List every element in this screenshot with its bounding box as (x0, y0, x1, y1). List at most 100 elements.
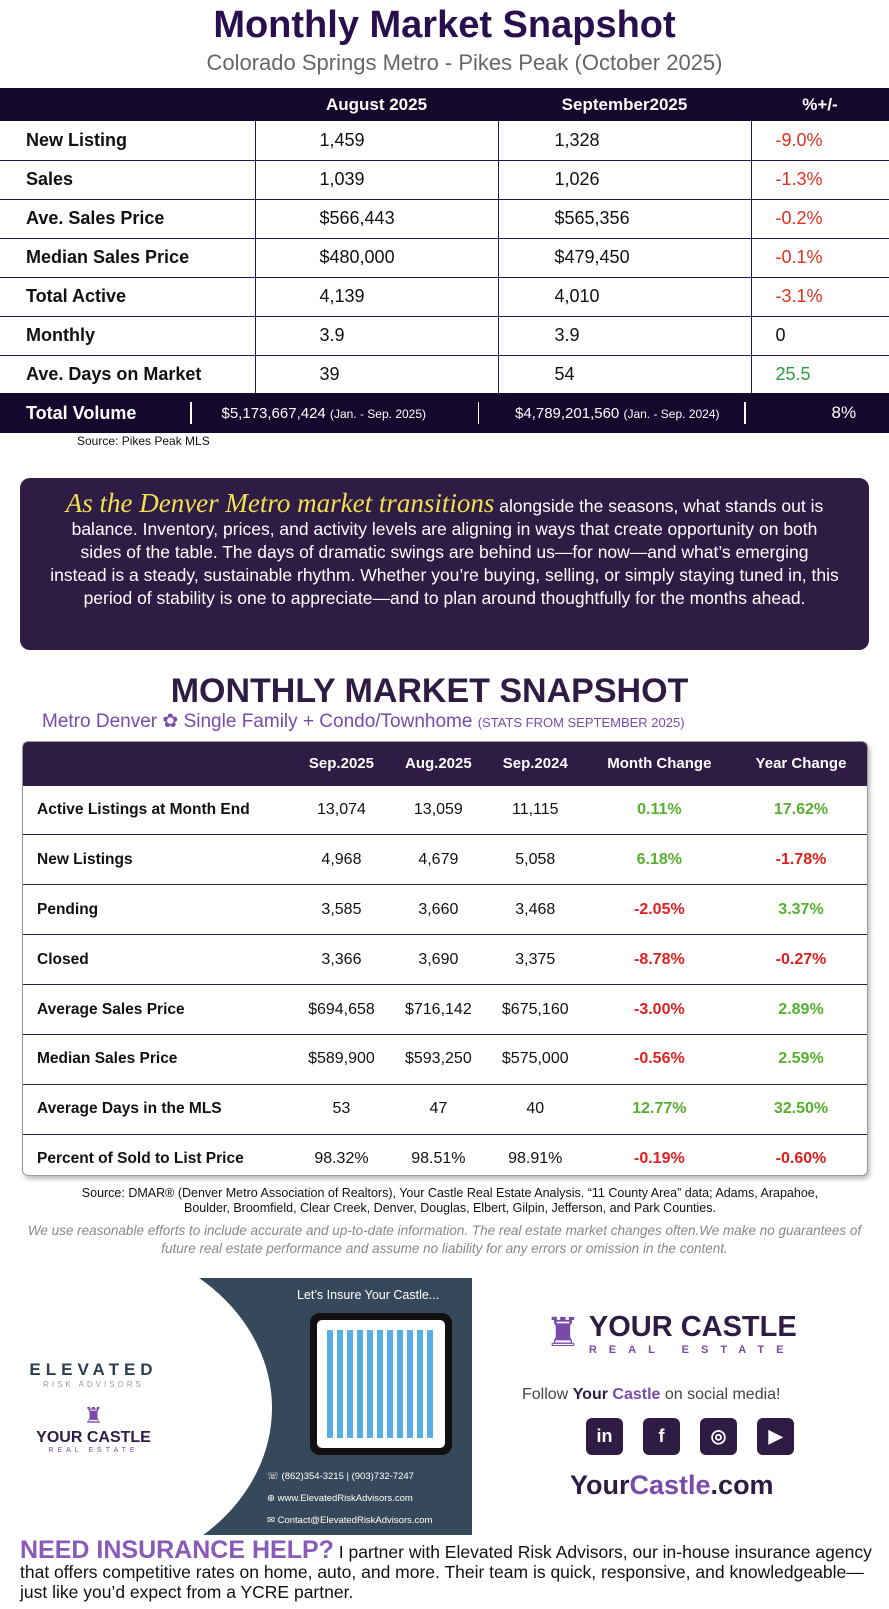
row-label: Average Sales Price (23, 984, 293, 1035)
ad-website[interactable]: www.ElevatedRiskAdvisors.com (277, 1493, 413, 1504)
table-row: Monthly 3.9 3.9 0 (0, 316, 889, 356)
cell-aug: $480,000 (255, 238, 499, 278)
cell-label: Sales (0, 160, 256, 200)
table-row: Median Sales Price $589,900 $593,250 $575,0… (23, 1033, 867, 1085)
castle-icon: ♜ (83, 1403, 104, 1428)
cell-value: -0.60% (734, 1133, 867, 1175)
column-header: Sep.2025 (293, 742, 390, 785)
total-volume-label: Total Volume (26, 402, 137, 423)
risk-advisors-text: RISK ADVISORS (43, 1380, 144, 1389)
divider (477, 402, 479, 424)
row-label: Average Days in the MLS (23, 1083, 293, 1135)
cell-label: Median Sales Price (0, 238, 256, 278)
cell-chg: -0.2% (751, 199, 889, 239)
cell-aug: 1,039 (255, 160, 499, 200)
disclaimer: We use reasonable efforts to include acc… (27, 1223, 862, 1256)
cell-value: 47 (389, 1083, 487, 1135)
ad-email[interactable]: Contact@ElevatedRiskAdvisors.com (277, 1515, 433, 1526)
cell-value: -1.78% (734, 834, 867, 885)
cell-value: $589,900 (293, 1033, 390, 1085)
cell-value: 6.18% (583, 834, 735, 885)
cell-sep: $479,450 (498, 238, 752, 278)
cell-sep: 3.9 (498, 316, 752, 356)
denver-title: MONTHLY MARKET SNAPSHOT (170, 672, 689, 710)
column-header: Year Change (734, 742, 867, 785)
cell-value: $593,250 (389, 1033, 487, 1085)
phone-icon: ☏ (267, 1471, 279, 1482)
row-label: Percent of Sold to List Price (23, 1133, 293, 1175)
cell-aug: 4,139 (255, 277, 499, 317)
period-2025: (Jan. - Sep. 2025) (329, 406, 427, 421)
table-row: Sales 1,039 1,026 -1.3% (0, 160, 889, 200)
castle-icon: ♜ (545, 1311, 581, 1355)
table-row: Active Listings at Month End 13,074 13,059… (23, 784, 867, 835)
cell-aug: 1,459 (255, 121, 499, 161)
cell-value: 40 (486, 1083, 584, 1135)
linkedin-icon[interactable]: in (586, 1418, 623, 1455)
cell-value: $716,142 (389, 984, 487, 1035)
cell-value: 98.32% (293, 1133, 390, 1175)
volume-2025: $5,173,667,424 (221, 404, 326, 422)
social-icons: in f ◎ ▶ (586, 1418, 794, 1455)
column-header (23, 742, 293, 785)
brand-name: YOUR CASTLE (588, 1310, 797, 1343)
mail-icon: ✉ (267, 1515, 275, 1526)
volume-change: 8% (831, 403, 857, 422)
property-type: Single Family + Condo/Townhome (183, 711, 473, 732)
cell-sep: 4,010 (498, 277, 752, 317)
cell-value: 0.11% (583, 784, 735, 835)
cell-value: 32.50% (734, 1083, 867, 1135)
youtube-icon[interactable]: ▶ (757, 1418, 794, 1455)
cell-value: $694,658 (293, 984, 390, 1035)
row-label: New Listings (23, 834, 293, 885)
header-aug: August 2025 (255, 88, 498, 121)
instagram-icon[interactable]: ◎ (700, 1418, 737, 1455)
website-link[interactable]: YourCastle.com (570, 1470, 774, 1500)
cell-value: -0.56% (583, 1033, 735, 1085)
region: Metro Denver (42, 711, 158, 732)
ad-headline: Let’s Insure Your Castle... (297, 1288, 440, 1302)
stats-period: (STATS FROM SEPTEMBER 2025) (477, 715, 685, 730)
cell-value: 3,375 (486, 934, 584, 985)
cell-value: 2.89% (734, 984, 867, 1035)
cell-aug: $566,443 (255, 199, 499, 239)
brand-logo: ♜ YOUR CASTLE REAL ESTATE (545, 1310, 797, 1356)
insurance-blurb: NEED INSURANCE HELP? I partner with Elev… (20, 1538, 880, 1603)
cell-value: 5,058 (486, 834, 584, 885)
denver-table-wrap: Sep.2025 Aug.2025 Sep.2024 Month Change Year… (22, 741, 868, 1176)
facebook-icon[interactable]: f (643, 1418, 680, 1455)
cell-value: 4,679 (389, 834, 487, 885)
cell-chg: 0 (751, 316, 889, 356)
cell-value: $675,160 (486, 984, 584, 1035)
qr-code[interactable] (310, 1313, 452, 1455)
column-header: Month Change (583, 742, 735, 785)
cell-value: -2.05% (583, 884, 735, 935)
cell-value: -3.00% (583, 984, 735, 1035)
cell-value: 13,059 (389, 784, 487, 835)
cell-value: 11,115 (486, 784, 584, 835)
insurance-heading: NEED INSURANCE HELP? (20, 1536, 334, 1564)
page-subtitle: Colorado Springs Metro - Pikes Peak (Oct… (206, 50, 723, 75)
ad-yc-logo: YOUR CASTLE (36, 1429, 151, 1446)
table-row: Ave. Days on Market 39 54 25.5 (0, 355, 889, 395)
market-commentary: As the Denver Metro market transitions a… (20, 478, 869, 650)
total-volume-row: Total Volume $5,173,667,424 (Jan. - Sep.… (0, 393, 889, 433)
globe-icon: ⊕ (267, 1493, 275, 1504)
table-row: New Listings 4,968 4,679 5,058 6.18% -1.78% (23, 834, 867, 885)
cell-value: $575,000 (486, 1033, 584, 1085)
cell-sep: 54 (498, 355, 752, 395)
ad-white-panel (22, 1278, 272, 1535)
cell-value: 2.59% (734, 1033, 867, 1085)
cell-value: -0.19% (583, 1133, 735, 1175)
insurance-ad[interactable]: ELEVATED RISK ADVISORS ♜ YOUR CASTLE REA… (22, 1278, 472, 1535)
cell-value: 98.91% (486, 1133, 584, 1175)
cell-chg: -0.1% (751, 238, 889, 278)
cell-aug: 3.9 (255, 316, 499, 356)
table-row: Pending 3,585 3,660 3,468 -2.05% 3.37% (23, 884, 867, 935)
cell-value: 17.62% (734, 784, 867, 835)
column-header: Sep.2024 (486, 742, 584, 785)
cell-value: -8.78% (583, 934, 735, 985)
cell-value: 12.77% (583, 1083, 735, 1135)
header-sep: September2025 (498, 88, 751, 121)
cell-label: Ave. Days on Market (0, 355, 256, 395)
